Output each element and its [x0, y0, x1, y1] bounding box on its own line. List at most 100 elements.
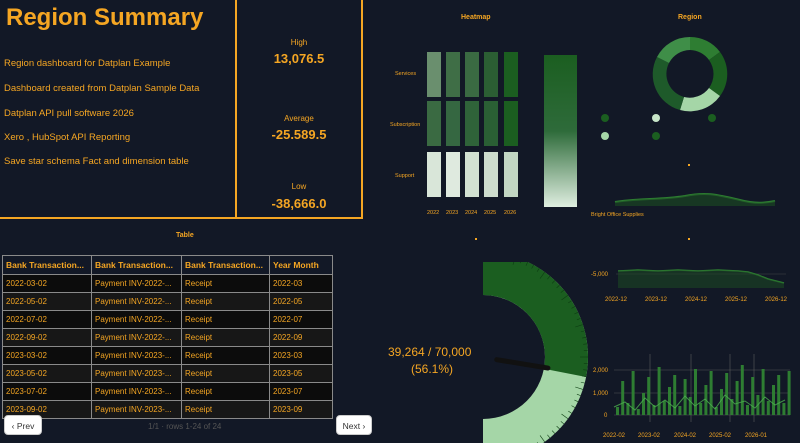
- gauge-tick: [539, 271, 545, 279]
- table-cell: Payment INV-2023-...: [91, 382, 182, 401]
- heatmap-chart: Services Subscription Support 2022 2023 …: [390, 52, 577, 216]
- gauge-tick: [561, 295, 569, 301]
- gauge-value: 39,264 / 70,000: [388, 345, 472, 359]
- region-chart: Bright Office Supplies: [591, 36, 776, 218]
- bar: [668, 387, 671, 415]
- summary-line: Dashboard created from Datplan Sample Da…: [4, 83, 200, 94]
- donut-slice: [690, 36, 720, 60]
- column-header[interactable]: Bank Transaction...: [2, 255, 92, 275]
- bar: [626, 403, 630, 415]
- gauge-fill: [483, 262, 588, 377]
- table-cell: 2022-05-02: [2, 292, 92, 311]
- heatmap-color-legend: [544, 55, 577, 207]
- divider: [0, 217, 360, 219]
- pager-info: 1/1 · rows 1-24 of 24: [148, 422, 222, 431]
- gauge-ticks: [512, 262, 588, 443]
- bar: [678, 406, 682, 415]
- heatmap-cell: [465, 101, 479, 146]
- table-row[interactable]: 2022-07-02 Payment INV-2022-... Receipt 202…: [2, 310, 333, 329]
- heatmap-cell: [446, 101, 460, 146]
- gauge-tick: [539, 435, 545, 443]
- table-row[interactable]: 2023-07-02 Payment INV-2023-... Receipt 202…: [2, 382, 333, 401]
- column-header[interactable]: Bank Transaction...: [181, 255, 270, 275]
- heatmap-cell: [504, 101, 518, 146]
- donut-slice: [657, 36, 690, 63]
- table-cell: Receipt: [181, 346, 270, 365]
- table-cell: 2022-05: [269, 292, 333, 311]
- donut-slice: [652, 57, 684, 110]
- heatmap-cell: [446, 52, 460, 97]
- column-header[interactable]: Bank Transaction...: [91, 255, 182, 275]
- gauge-tick: [582, 337, 587, 339]
- table-cell: Payment INV-2022-...: [91, 274, 182, 293]
- table-cell: 2023-07: [269, 382, 333, 401]
- next-page-button[interactable]: Next ›: [336, 415, 372, 435]
- heatmap-cell: [427, 152, 441, 197]
- heatmap-col-label: 2025: [484, 210, 496, 216]
- table-row[interactable]: 2022-09-02 Payment INV-2022-... Receipt 202…: [2, 328, 333, 347]
- summary-line: Region dashboard for Datplan Example: [4, 58, 171, 69]
- marker: [475, 238, 477, 240]
- kpi-average-label: Average: [284, 114, 314, 123]
- table-cell: 2023-03: [269, 346, 333, 365]
- bar: [746, 405, 749, 415]
- gauge-tick: [560, 421, 565, 425]
- table-row[interactable]: 2023-03-02 Payment INV-2023-... Receipt 202…: [2, 346, 333, 365]
- kpi-panel: High 13,076.5 Average -25.589.5 Low -38,…: [235, 0, 363, 219]
- gauge-tick: [556, 425, 560, 430]
- table-cell: Receipt: [181, 364, 270, 383]
- x-tick-label: 2022-12: [605, 297, 628, 303]
- y-tick-label: 0: [604, 413, 608, 419]
- gauge-tick: [568, 300, 572, 304]
- gauge-tick: [519, 262, 521, 264]
- gauge-tick: [574, 399, 579, 402]
- table-row[interactable]: 2022-05-02 Payment INV-2022-... Receipt 202…: [2, 292, 333, 311]
- kpi-high-value: 13,076.5: [273, 51, 325, 66]
- area-fill: [615, 193, 775, 206]
- gauge-tick: [571, 306, 576, 309]
- gauge-tick: [551, 280, 556, 284]
- bar: [694, 369, 697, 415]
- heatmap-cell: [465, 52, 479, 97]
- bar: [787, 371, 791, 415]
- table-row[interactable]: 2022-03-02 Payment INV-2022-... Receipt 202…: [2, 274, 333, 293]
- heatmap-title: Heatmap: [461, 14, 491, 21]
- column-header[interactable]: Year Month: [269, 255, 333, 275]
- table-cell: 2022-07-02: [2, 310, 92, 329]
- gauge-tick: [575, 324, 583, 328]
- gauge-tick: [531, 264, 534, 269]
- gauge-percent: (56.1%): [411, 362, 454, 376]
- table-cell: 2023-05-02: [2, 364, 92, 383]
- table-header-row: Bank Transaction... Bank Transaction... …: [2, 255, 333, 275]
- bar: [761, 369, 765, 415]
- table-cell: 2023-07-02: [2, 382, 92, 401]
- donut-slice: [680, 88, 720, 112]
- bar: [709, 371, 713, 415]
- gauge-tick: [547, 434, 551, 439]
- marker: [688, 238, 690, 240]
- table-row[interactable]: 2023-05-02 Payment INV-2023-... Receipt 202…: [2, 364, 333, 383]
- x-tick-label: 2026-12: [765, 297, 788, 303]
- bar: [720, 389, 723, 415]
- bar-trend-line: [613, 394, 786, 411]
- gauge-tick: [556, 284, 560, 289]
- bar: [657, 367, 661, 415]
- bar: [621, 381, 625, 415]
- heatmap-cell: [484, 101, 498, 146]
- scatter-point: [652, 132, 660, 140]
- prev-page-button[interactable]: ‹ Prev: [4, 415, 42, 435]
- gauge-tick: [568, 410, 572, 414]
- gauge-tick: [512, 262, 515, 265]
- transactions-table: Bank Transaction... Bank Transaction... …: [2, 255, 333, 419]
- gauge-tick: [551, 430, 556, 434]
- scatter-point: [601, 114, 609, 122]
- table-cell: Receipt: [181, 382, 270, 401]
- gauge-tick: [583, 343, 588, 345]
- table-row[interactable]: 2023-09-02 Payment INV-2023-... Receipt 202…: [2, 400, 333, 419]
- gauge-tick: [583, 369, 588, 371]
- table-cell: Payment INV-2022-...: [91, 310, 182, 329]
- table-cell: Receipt: [181, 400, 270, 419]
- x-tick-label: 2024-02: [674, 433, 697, 439]
- gauge-tick: [571, 405, 576, 408]
- bar: [652, 405, 656, 415]
